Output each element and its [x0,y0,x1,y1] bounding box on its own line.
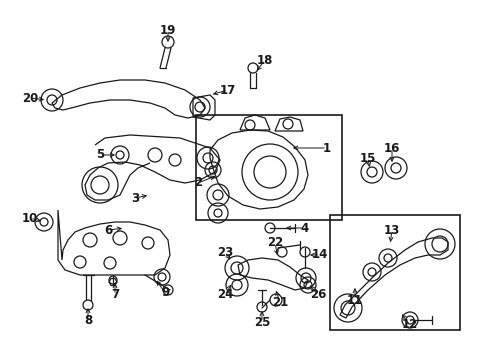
Text: 9: 9 [161,287,169,300]
Text: 14: 14 [311,248,327,261]
Text: 18: 18 [256,54,273,67]
Text: 3: 3 [131,192,139,204]
Text: 13: 13 [383,224,399,237]
Text: 21: 21 [271,296,287,309]
Text: 4: 4 [300,221,308,234]
Bar [329,215,459,330]
Text: 2: 2 [194,176,202,189]
Text: 26: 26 [309,288,325,302]
Text: 20: 20 [22,91,38,104]
Text: 7: 7 [111,288,119,302]
Text: 1: 1 [322,141,330,154]
Text: 22: 22 [266,237,283,249]
Text: 16: 16 [383,141,399,154]
Text: 17: 17 [220,84,236,96]
Text: 19: 19 [160,23,176,36]
Text: 11: 11 [346,293,363,306]
Text: 10: 10 [22,211,38,225]
Text: 24: 24 [216,288,233,302]
Text: 23: 23 [217,246,233,258]
Text: 15: 15 [359,152,375,165]
Text: 25: 25 [253,315,270,328]
Text: 8: 8 [84,314,92,327]
Bar [196,115,341,220]
Text: 12: 12 [401,319,417,332]
Text: 5: 5 [96,148,104,162]
Text: 6: 6 [103,224,112,237]
